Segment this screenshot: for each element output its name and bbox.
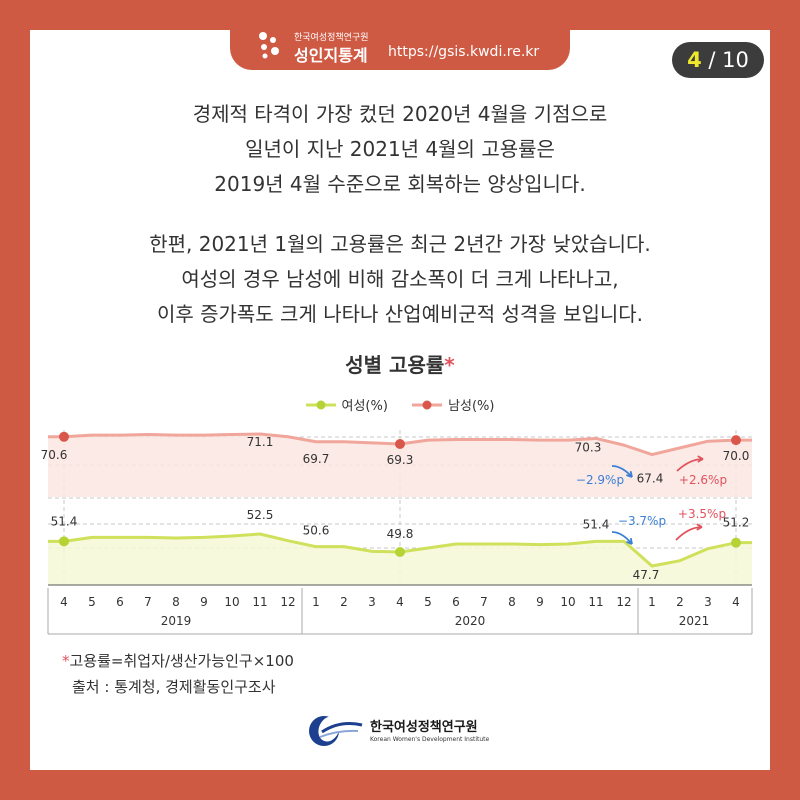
page-separator: / (708, 48, 723, 72)
year-label: 2020 (455, 614, 486, 628)
content-card (30, 30, 770, 770)
legend-male-label: 남성(%) (448, 399, 495, 414)
x-tick-label: 9 (200, 595, 208, 609)
series-1-marker (395, 439, 405, 449)
series-1-marker (59, 431, 69, 442)
kwdi-logo-icon (309, 716, 363, 746)
header-org-small: 한국여성정책연구원 (294, 33, 369, 43)
data-label: 70.6 (41, 448, 68, 462)
x-tick-label: 3 (368, 595, 376, 609)
series-0-area (48, 534, 752, 585)
org-name-english: Korean Women's Development Institute (370, 736, 490, 743)
annotation-arrow (676, 458, 704, 472)
x-tick-label: 5 (88, 595, 96, 609)
x-tick-label: 11 (252, 595, 267, 609)
annotation-arrowhead (696, 523, 703, 531)
x-tick-label: 5 (424, 595, 432, 609)
series-0-marker (395, 547, 405, 557)
page-current: 4 (687, 48, 702, 72)
data-label: 71.1 (247, 435, 274, 449)
source-note: 출처 : 통계청, 경제활동인구조사 (72, 678, 276, 696)
data-label: 49.8 (387, 527, 414, 541)
footnote-asterisk: * (62, 652, 70, 670)
series-0-marker (59, 536, 69, 547)
header-url[interactable]: https://gsis.kwdi.re.kr (388, 44, 540, 60)
series-1-marker (731, 435, 741, 446)
annotation-text: +2.6%p (679, 473, 727, 487)
x-tick-label: 7 (480, 595, 488, 609)
header-banner: 한국여성정책연구원 성인지통계 https://gsis.kwdi.re.kr (230, 22, 570, 70)
intro-line-2: 일년이 지난 2021년 4월의 고용률은 (245, 137, 555, 161)
data-label: 69.3 (387, 453, 414, 467)
chart-title-asterisk: * (444, 353, 455, 377)
x-tick-label: 10 (560, 595, 575, 609)
x-tick-label: 1 (648, 595, 656, 609)
header-brand: 성인지통계 (294, 46, 368, 65)
brand-logo-icon (259, 32, 279, 59)
footnote: *고용률=취업자/생산가능인구×100 (62, 650, 294, 671)
intro-line-3: 2019년 4월 수준으로 회복하는 양상입니다. (214, 172, 586, 196)
x-tick-label: 2 (676, 595, 684, 609)
intro-paragraph: 경제적 타격이 가장 컸던 2020년 4월을 기점으로 일년이 지난 2021… (30, 97, 770, 202)
detail-line-3: 이후 증가폭도 크게 나타나 산업예비군적 성격을 보입니다. (156, 302, 644, 326)
legend-item-female: 여성(%) (305, 395, 388, 414)
annotation-arrow (611, 531, 633, 545)
org-name-korean: 한국여성정책연구원 (370, 720, 478, 735)
page-total: 10 (722, 48, 749, 72)
annotation-text: +3.5%p (678, 507, 726, 521)
chart-title: 성별 고용률* (30, 349, 770, 378)
x-tick-label: 11 (588, 595, 603, 609)
series-1-area (48, 434, 752, 497)
chart-title-text: 성별 고용률 (345, 353, 445, 377)
x-tick-label: 7 (144, 595, 152, 609)
annotation-arrow (675, 526, 703, 541)
annotation-text: −2.9%p (576, 473, 624, 487)
data-label: 70.3 (575, 440, 602, 454)
x-tick-label: 2 (340, 595, 348, 609)
annotation-arrow (611, 465, 633, 478)
data-label: 51.2 (723, 516, 750, 530)
x-tick-label: 1 (312, 595, 320, 609)
data-label: 47.7 (633, 568, 660, 582)
annotation-arrowhead (626, 470, 633, 478)
legend-male-swatch-icon (412, 400, 443, 409)
annotation-arrowhead (626, 537, 633, 545)
annotation-arrowhead (697, 455, 704, 463)
x-tick-label: 9 (536, 595, 544, 609)
data-label: 52.5 (247, 508, 274, 522)
legend-female-swatch-icon (305, 400, 336, 409)
intro-line-1: 경제적 타격이 가장 컸던 2020년 4월을 기점으로 (192, 102, 608, 126)
data-label: 69.7 (303, 452, 330, 466)
data-label: 51.4 (583, 517, 610, 531)
legend-item-male: 남성(%) (412, 395, 494, 414)
footnote-text: 고용률=취업자/생산가능인구×100 (69, 652, 294, 670)
x-tick-label: 12 (616, 595, 631, 609)
year-label: 2021 (679, 614, 710, 628)
x-tick-label: 3 (704, 595, 712, 609)
chart-legend: 여성(%) 남성(%) (0, 395, 800, 415)
org-logo-block: 한국여성정책연구원 Korean Women's Development Ins… (300, 712, 530, 752)
data-label: 50.6 (303, 524, 330, 538)
year-label: 2019 (161, 614, 192, 628)
page-indicator: 4 / 10 (672, 42, 764, 78)
annotation-text: −3.7%p (618, 514, 666, 528)
data-label: 67.4 (637, 472, 664, 486)
x-tick-label: 8 (508, 595, 516, 609)
data-label: 70.0 (723, 449, 750, 463)
legend-female-label: 여성(%) (341, 399, 388, 414)
detail-line-2: 여성의 경우 남성에 비해 감소폭이 더 크게 나타나고, (181, 267, 619, 291)
series-0-marker (731, 537, 741, 548)
x-tick-label: 6 (116, 595, 124, 609)
x-tick-label: 10 (224, 595, 239, 609)
x-tick-label: 6 (452, 595, 460, 609)
detail-line-1: 한편, 2021년 1월의 고용률은 최근 2년간 가장 낮았습니다. (149, 232, 651, 256)
x-tick-label: 4 (396, 595, 404, 609)
x-tick-label: 4 (60, 595, 68, 609)
detail-paragraph: 한편, 2021년 1월의 고용률은 최근 2년간 가장 낮았습니다. 여성의 … (30, 227, 770, 332)
x-tick-label: 4 (732, 595, 740, 609)
x-tick-label: 8 (172, 595, 180, 609)
data-label: 51.4 (51, 514, 78, 528)
x-tick-label: 12 (280, 595, 295, 609)
